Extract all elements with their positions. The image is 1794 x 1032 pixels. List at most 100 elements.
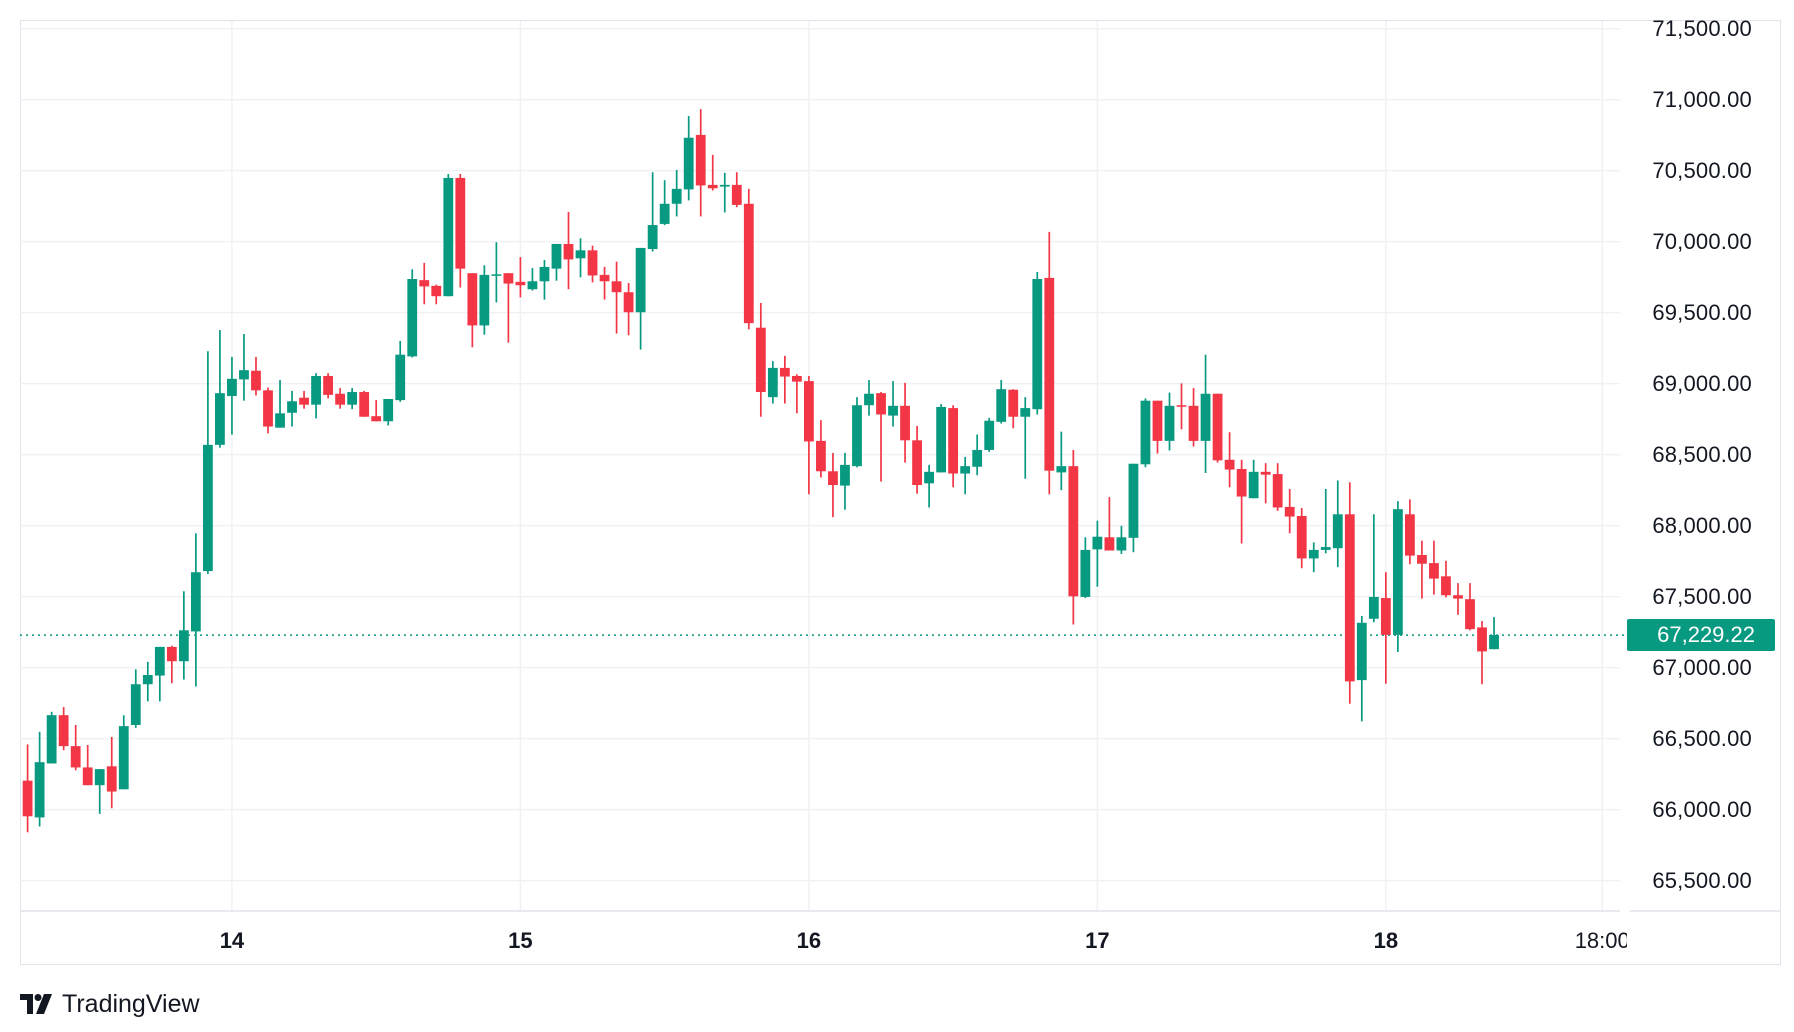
candle-body bbox=[575, 250, 586, 259]
candle-body bbox=[1140, 400, 1151, 465]
candle-down bbox=[1441, 560, 1451, 598]
candle-body bbox=[203, 444, 213, 572]
candle-body bbox=[1465, 599, 1475, 630]
candle-body bbox=[1152, 400, 1163, 441]
candle-up bbox=[1200, 354, 1211, 473]
candle-body bbox=[1441, 576, 1451, 596]
candle-body bbox=[515, 281, 526, 286]
time-tick-label: 16 bbox=[796, 928, 822, 953]
candle-body bbox=[828, 471, 838, 486]
candle-body bbox=[251, 370, 261, 391]
candle-body bbox=[1248, 471, 1259, 499]
candle-body bbox=[287, 401, 297, 413]
candle-up bbox=[1080, 537, 1091, 599]
candle-body bbox=[1008, 389, 1019, 417]
candle-up bbox=[443, 173, 454, 297]
candle-body bbox=[70, 746, 81, 768]
candle-up bbox=[996, 379, 1007, 424]
candle-body bbox=[359, 392, 370, 417]
candle-body bbox=[984, 420, 995, 450]
candle-body bbox=[1236, 468, 1247, 497]
candle-down bbox=[623, 282, 634, 336]
candle-up bbox=[347, 388, 358, 410]
candle-up bbox=[395, 340, 406, 402]
candle-body bbox=[1116, 537, 1127, 551]
candle-up bbox=[1020, 397, 1031, 479]
candle-up bbox=[767, 361, 778, 404]
candle-body bbox=[154, 646, 165, 676]
candle-body bbox=[563, 243, 574, 260]
candle-body bbox=[611, 281, 622, 293]
candle-down bbox=[1236, 459, 1247, 544]
candle-down bbox=[1104, 497, 1115, 551]
candle-body bbox=[178, 630, 189, 662]
candle-body bbox=[1489, 635, 1499, 650]
tradingview-logo[interactable]: TradingView bbox=[20, 988, 200, 1020]
candle-body bbox=[1405, 514, 1415, 556]
candle-body bbox=[1200, 393, 1211, 441]
candle-body bbox=[527, 281, 538, 290]
candle-down bbox=[166, 645, 177, 684]
candle-body bbox=[1056, 466, 1067, 473]
candle-body bbox=[1128, 463, 1139, 538]
candle-body bbox=[443, 177, 454, 297]
candle-up bbox=[888, 381, 898, 427]
price-tick-label: 70,500.00 bbox=[1652, 157, 1752, 183]
candle-up bbox=[1248, 459, 1259, 499]
candle-body bbox=[695, 134, 706, 186]
candle-down bbox=[467, 273, 478, 348]
candle-down bbox=[359, 390, 370, 417]
candle-body bbox=[1104, 537, 1115, 551]
candle-body bbox=[166, 646, 177, 662]
candle-down bbox=[455, 173, 466, 288]
candle-body bbox=[263, 390, 273, 427]
candle-body bbox=[1344, 514, 1355, 682]
candle-down bbox=[1453, 583, 1463, 615]
candle-up bbox=[1332, 480, 1343, 568]
candle-up bbox=[575, 238, 586, 278]
candle-down bbox=[611, 261, 622, 334]
candle-down bbox=[1417, 540, 1427, 599]
price-tick-label: 66,500.00 bbox=[1652, 725, 1752, 751]
candle-body bbox=[960, 466, 971, 474]
candle-down bbox=[1429, 540, 1439, 595]
candle-body bbox=[1080, 549, 1091, 597]
candle-down bbox=[1380, 572, 1391, 684]
candle-up bbox=[539, 259, 550, 300]
candle-body bbox=[864, 393, 874, 406]
candle-body bbox=[371, 416, 382, 422]
candle-body bbox=[239, 370, 249, 380]
candle-down bbox=[70, 724, 81, 771]
candle-body bbox=[82, 767, 93, 786]
candle-up bbox=[551, 243, 562, 281]
candle-down bbox=[587, 245, 598, 283]
price-tick-label: 65,500.00 bbox=[1652, 867, 1752, 893]
candle-body bbox=[1320, 547, 1331, 550]
candle-body bbox=[599, 274, 610, 282]
candle-down bbox=[431, 284, 442, 305]
candle-body bbox=[635, 247, 646, 313]
candle-down bbox=[82, 745, 93, 786]
candle-down bbox=[1465, 583, 1475, 631]
candle-body bbox=[190, 572, 201, 632]
candle-up bbox=[1320, 489, 1331, 554]
candle-body bbox=[1188, 405, 1199, 441]
time-tick-label: 15 bbox=[508, 928, 533, 953]
candle-body bbox=[767, 367, 778, 398]
candle-down bbox=[900, 382, 910, 463]
price-tick-label: 69,500.00 bbox=[1652, 299, 1752, 325]
candle-up bbox=[1489, 617, 1499, 650]
candle-body bbox=[347, 392, 358, 405]
candle-up bbox=[864, 379, 874, 416]
candle-body bbox=[659, 203, 670, 224]
candle-body bbox=[1260, 471, 1271, 475]
candle-down bbox=[515, 257, 526, 298]
candle-body bbox=[948, 408, 959, 474]
candle-down bbox=[695, 109, 706, 217]
time-axis[interactable]: 14 15 16 17 18 18:00 bbox=[20, 912, 1627, 964]
candle-up bbox=[1056, 431, 1067, 491]
candle-up bbox=[311, 373, 321, 419]
candle-down bbox=[1405, 499, 1415, 565]
candle-up bbox=[142, 661, 153, 702]
